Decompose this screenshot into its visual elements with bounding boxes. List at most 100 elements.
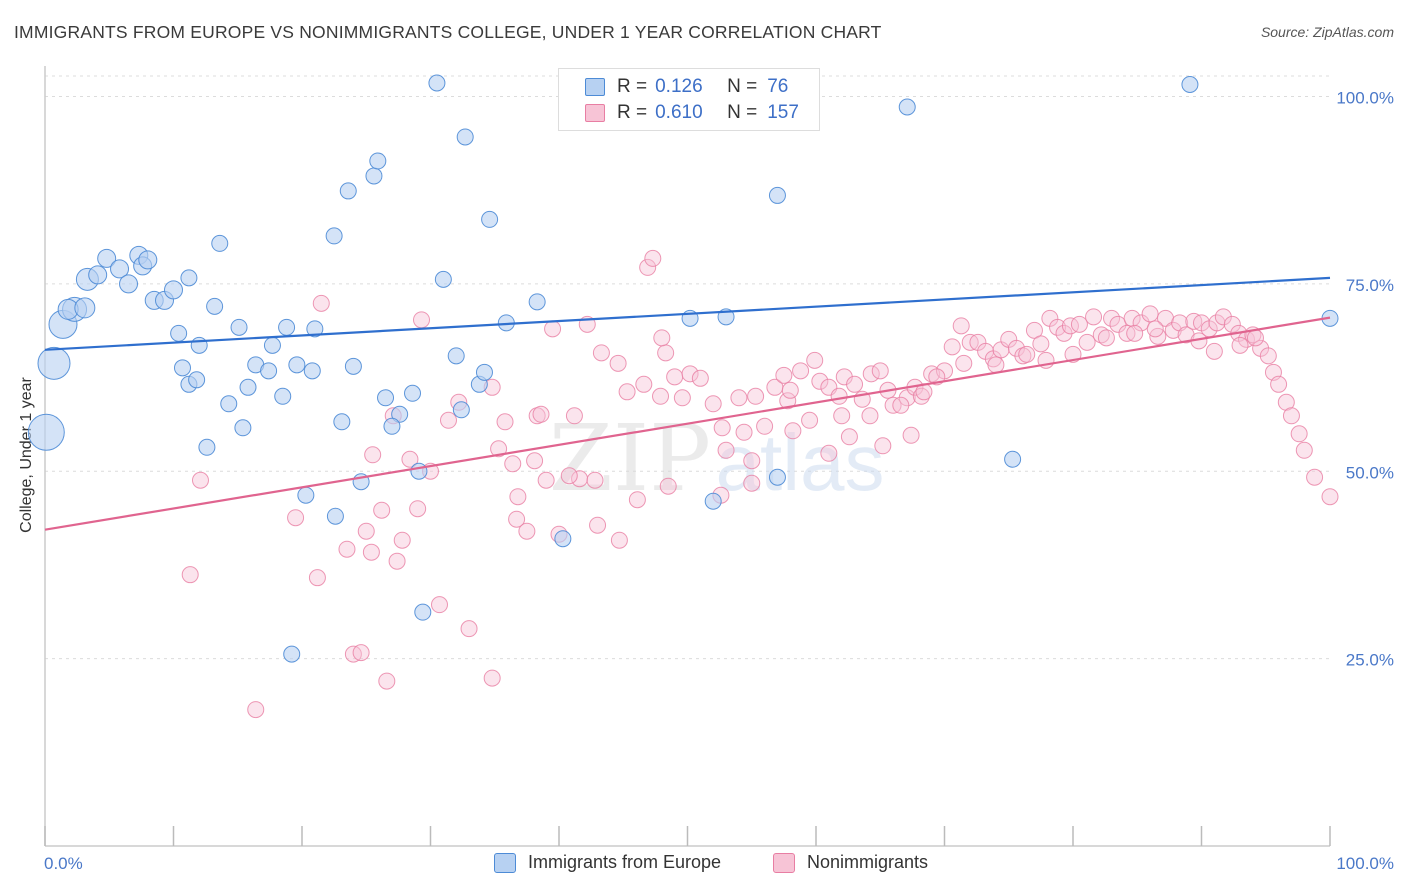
immigrants-point-57 (452, 401, 470, 419)
x-tick-label-100: 100.0% (1336, 854, 1394, 873)
nonimmigrants-point-46 (644, 249, 662, 267)
nonimmigrants-point-42 (618, 383, 636, 401)
immigrants-trend-line (44, 276, 1331, 351)
nonimmigrants-point-62 (775, 366, 793, 384)
nonimmigrants-point-138 (653, 329, 671, 347)
immigrants-point-38 (303, 362, 321, 380)
nonimmigrants-point-44 (635, 375, 653, 393)
nonimmigrants-point-132 (1321, 488, 1339, 506)
nonimmigrants-point-150 (1018, 345, 1036, 363)
immigrants-point-43 (339, 182, 357, 200)
nonimmigrants-point-32 (532, 405, 550, 423)
legend-r-label: R = (617, 102, 648, 123)
nonimmigrants-point-4 (308, 569, 326, 587)
nonimmigrants-point-11 (364, 446, 382, 464)
immigrants-point-7 (88, 265, 108, 285)
immigrants-point-70 (768, 186, 786, 204)
immigrants-point-36 (288, 356, 306, 374)
bottom-legend-immigrants[interactable]: Immigrants from Europe (494, 852, 721, 873)
immigrants-point-41 (326, 507, 344, 525)
nonimmigrants-point-29 (518, 522, 536, 540)
chart-source: Source: ZipAtlas.com (1260, 24, 1394, 40)
immigrants-point-1 (37, 346, 71, 380)
immigrants-point-51 (404, 384, 422, 402)
nonimmigrants-point-133 (378, 672, 396, 690)
nonimmigrants-point-10 (362, 543, 380, 561)
nonimmigrants-point-48 (657, 344, 675, 362)
nonimmigrants-point-36 (565, 407, 583, 425)
y-tick-label-50: 50.0% (1346, 463, 1394, 482)
nonimmigrants-point-0 (181, 566, 199, 584)
trend-lines (44, 276, 1331, 531)
immigrants-point-49 (391, 405, 409, 423)
bottom-legend-nonimmigrants[interactable]: Nonimmigrants (773, 852, 928, 873)
nonimmigrants-point-66 (801, 411, 819, 429)
nonimmigrants-point-164 (874, 437, 892, 455)
bottom-legend-swatch-pink (773, 852, 795, 873)
immigrants-point-6 (74, 297, 96, 319)
nonimmigrants-point-162 (840, 428, 858, 446)
immigrants-point-63 (528, 293, 546, 311)
nonimmigrants-point-141 (781, 381, 799, 399)
nonimmigrants-point-8 (352, 644, 370, 662)
immigrants-point-16 (164, 280, 183, 300)
immigrants-point-9 (110, 259, 130, 279)
immigrants-point-69 (768, 468, 786, 486)
nonimmigrants-point-153 (1097, 329, 1115, 347)
immigrants-point-20 (188, 371, 206, 389)
nonimmigrants-point-158 (1231, 336, 1249, 354)
immigrants-point-47 (369, 152, 387, 170)
nonimmigrants-point-70 (830, 387, 848, 405)
immigrants-point-44 (344, 357, 362, 375)
immigrants-point-26 (220, 395, 238, 413)
nonimmigrants-point-43 (628, 491, 646, 509)
legend-r-value: 0.610 (655, 102, 703, 123)
immigrants-point-53 (414, 603, 432, 621)
immigrants-point-0 (27, 413, 65, 451)
nonimmigrants-point-23 (460, 620, 478, 638)
nonimmigrants-point-98 (1061, 317, 1079, 335)
immigrants-point-18 (173, 359, 191, 377)
nonimmigrants-point-3 (287, 509, 305, 527)
nonimmigrants-point-84 (952, 317, 970, 335)
chart-title: IMMIGRANTS FROM EUROPE VS NONIMMIGRANTS … (14, 22, 882, 42)
nonimmigrants-point-47 (652, 387, 670, 405)
nonimmigrants-point-49 (666, 368, 684, 386)
immigrants-point-28 (234, 419, 252, 437)
immigrants-point-32 (263, 336, 281, 354)
nonimmigrants-point-128 (1282, 407, 1300, 425)
y-tick-label-75: 75.0% (1346, 276, 1394, 295)
immigrants-point-31 (260, 362, 278, 380)
nonimmigrants-point-81 (923, 365, 941, 383)
immigrants-point-22 (190, 336, 208, 354)
nonimmigrants-point-21 (439, 411, 457, 429)
nonimmigrants-point-57 (735, 423, 753, 441)
nonimmigrants-point-154 (1126, 324, 1144, 342)
nonimmigrants-point-135 (589, 516, 607, 534)
nonimmigrants-point-60 (756, 417, 774, 435)
nonimmigrants-point-30 (526, 452, 544, 470)
nonimmigrants-point-148 (955, 354, 973, 372)
nonimmigrants-point-99 (1070, 315, 1088, 333)
nonimmigrants-trend-line (44, 316, 1331, 531)
nonimmigrants-point-108 (1141, 305, 1159, 323)
immigrants-point-33 (274, 387, 292, 405)
immigrants-point-72 (1004, 450, 1022, 468)
nonimmigrants-point-107 (1132, 314, 1150, 332)
nonimmigrants-point-102 (1092, 326, 1110, 344)
nonimmigrants-point-20 (430, 596, 448, 614)
axes (44, 66, 1331, 847)
nonimmigrants-point-124 (1259, 347, 1277, 365)
immigrants-point-64 (554, 530, 572, 548)
bottom-legend-label-immigrants: Immigrants from Europe (528, 852, 722, 872)
immigrants-point-54 (428, 74, 446, 92)
nonimmigrants-point-14 (388, 552, 406, 570)
immigrants-point-13 (138, 250, 158, 270)
nonimmigrants-point-80 (912, 387, 930, 405)
nonimmigrants-point-143 (833, 407, 851, 425)
nonimmigrants-point-75 (871, 362, 889, 380)
nonimmigrants-points (181, 249, 1339, 719)
nonimmigrants-point-96 (1049, 318, 1067, 336)
nonimmigrants-point-104 (1109, 315, 1127, 333)
nonimmigrants-point-129 (1290, 425, 1308, 443)
